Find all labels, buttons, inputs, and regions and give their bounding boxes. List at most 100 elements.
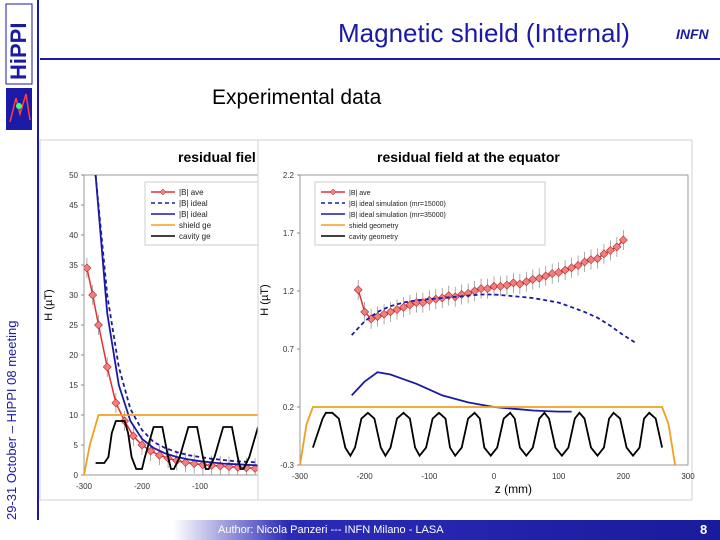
infn-logo: INFN bbox=[676, 26, 709, 42]
x-tick-label: 300 bbox=[681, 472, 695, 481]
legend-entry: |B| ideal bbox=[179, 199, 208, 208]
legend-entry: cavity ge bbox=[179, 232, 211, 241]
page-number: 8 bbox=[700, 522, 708, 537]
data-point bbox=[386, 307, 395, 317]
y-axis-label-2: H (µT) bbox=[259, 284, 271, 315]
y-tick-label: 35 bbox=[69, 261, 78, 270]
y-tick-label: 0.2 bbox=[283, 403, 295, 412]
data-point bbox=[593, 254, 602, 263]
data-point bbox=[405, 300, 415, 310]
plot-area-2 bbox=[299, 174, 689, 466]
footer-bar bbox=[0, 520, 720, 540]
x-axis-label-2: z (mm) bbox=[495, 482, 532, 496]
data-point bbox=[181, 457, 190, 467]
chart-title-1: residual fiel bbox=[178, 149, 256, 165]
series-line bbox=[94, 175, 258, 464]
x-tick-label: -200 bbox=[357, 472, 374, 481]
legend-entry: |B| ideal bbox=[179, 210, 208, 219]
legend-marker bbox=[159, 188, 167, 196]
hippi-logo: HiPPI bbox=[5, 3, 33, 130]
data-point bbox=[392, 305, 402, 314]
data-point bbox=[573, 261, 583, 270]
x-tick-label: 100 bbox=[552, 472, 566, 481]
legend-entry: shield geometry bbox=[349, 223, 399, 230]
legend-entry: shield ge bbox=[179, 221, 212, 230]
y-tick-label: -0.3 bbox=[280, 461, 294, 470]
y-tick-label: 10 bbox=[69, 411, 78, 420]
legend-entry: |B| ave bbox=[349, 190, 371, 197]
data-point bbox=[599, 249, 609, 259]
data-point bbox=[508, 278, 518, 288]
y-tick-label: 15 bbox=[69, 381, 78, 390]
data-point bbox=[360, 307, 370, 317]
data-point bbox=[154, 450, 164, 460]
data-point bbox=[146, 446, 156, 456]
series-group-1 bbox=[84, 175, 258, 475]
data-point bbox=[567, 263, 577, 273]
data-point bbox=[534, 273, 544, 283]
x-tick-label: 200 bbox=[617, 472, 631, 481]
chart-title-2: residual field at the equator bbox=[377, 149, 560, 165]
data-point bbox=[399, 302, 408, 312]
data-point bbox=[554, 268, 564, 277]
svg-text:HiPPI: HiPPI bbox=[6, 23, 31, 80]
legend-box bbox=[314, 181, 546, 246]
data-point bbox=[189, 459, 199, 469]
legend-entry: |B| ave bbox=[179, 188, 204, 197]
legend-entry: cavity geometry bbox=[349, 234, 399, 241]
y-tick-label: 50 bbox=[69, 171, 78, 180]
data-point bbox=[379, 309, 389, 319]
y-tick-label: 25 bbox=[69, 321, 78, 330]
sidebar: HiPPI 29-31 October – HIPPI 08 meeting bbox=[0, 0, 40, 540]
y-axis-label-1: H (µT) bbox=[43, 289, 55, 320]
data-point bbox=[111, 398, 121, 408]
data-point bbox=[476, 284, 486, 294]
data-point bbox=[102, 362, 112, 372]
footer-author: Author: Nicola Panzeri --- INFN Milano -… bbox=[218, 524, 444, 536]
x-tick-label: -100 bbox=[192, 482, 209, 491]
y-tick-label: 45 bbox=[69, 201, 78, 210]
page-subtitle: Experimental data bbox=[212, 86, 382, 109]
data-point bbox=[618, 235, 628, 245]
y-tick-label: 1.7 bbox=[283, 229, 295, 238]
x-tick-label: -300 bbox=[76, 482, 93, 491]
data-point bbox=[612, 242, 622, 252]
data-point bbox=[88, 290, 98, 300]
legend-entry: |B| ideal simulation (mr=35000) bbox=[349, 212, 446, 219]
x-tick-label: -300 bbox=[292, 472, 309, 481]
data-point bbox=[515, 279, 525, 289]
data-point bbox=[94, 320, 103, 330]
series-line bbox=[94, 175, 258, 467]
data-point bbox=[128, 431, 138, 441]
data-point bbox=[84, 263, 92, 273]
data-point bbox=[373, 312, 383, 321]
data-point bbox=[560, 265, 570, 275]
series-line bbox=[300, 406, 676, 465]
data-point bbox=[483, 284, 492, 294]
header-divider bbox=[40, 58, 720, 60]
y-tick-label: 0.7 bbox=[283, 345, 295, 354]
series-line bbox=[95, 420, 258, 470]
series-line bbox=[351, 293, 637, 344]
legend-2: |B| ave |B| ideal simulation (mr=15000) |B… bbox=[314, 181, 546, 246]
legend-1: |B| ave |B| ideal |B| ideal shield ge cavity… bbox=[144, 181, 259, 246]
y-tick-label: 20 bbox=[69, 351, 78, 360]
y-tick-label: 30 bbox=[69, 291, 78, 300]
data-point bbox=[502, 280, 512, 290]
y-tick-label: 5 bbox=[74, 441, 79, 450]
data-point bbox=[521, 277, 531, 287]
x-tick-label: -100 bbox=[421, 472, 438, 481]
y-tick-label: 40 bbox=[69, 231, 78, 240]
data-point bbox=[580, 257, 589, 267]
x-tick-label: 0 bbox=[492, 472, 497, 481]
series-line bbox=[84, 414, 258, 475]
y-tick-label: 1.2 bbox=[283, 287, 295, 296]
data-point bbox=[137, 440, 147, 450]
data-point bbox=[605, 245, 615, 255]
data-point bbox=[541, 271, 551, 281]
series-group-2 bbox=[300, 229, 676, 465]
x-tick-label: -200 bbox=[134, 482, 151, 491]
series-line bbox=[351, 371, 572, 413]
